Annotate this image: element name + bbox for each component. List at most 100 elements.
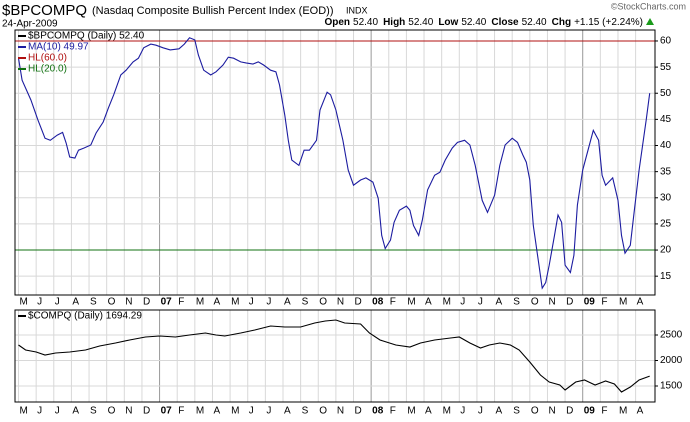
quote: Open 52.40 High 52.40 Low 52.40 Close 52.40 Chg +… bbox=[324, 17, 643, 28]
x-tick-label: J bbox=[55, 406, 60, 417]
x-tick-label: F bbox=[601, 297, 607, 308]
y-tick-label: 50 bbox=[660, 88, 672, 99]
x-tick-label: M bbox=[20, 406, 28, 417]
x-tick-label: F bbox=[390, 297, 396, 308]
x-tick-label: A bbox=[284, 406, 291, 417]
y-tick-label: 1500 bbox=[660, 381, 683, 392]
quote-value: +1.15 (+2.24%) bbox=[574, 17, 643, 28]
legend-label: HL(60.0) bbox=[28, 53, 67, 64]
up-arrow bbox=[646, 18, 654, 25]
x-tick-label: S bbox=[513, 406, 520, 417]
quote-label: Low bbox=[438, 17, 458, 28]
x-tick-label: N bbox=[548, 406, 555, 417]
x-tick-label: A bbox=[213, 406, 220, 417]
y-tick-label: 55 bbox=[660, 62, 672, 73]
x-tick-label: M bbox=[196, 406, 204, 417]
x-tick-label: F bbox=[601, 406, 607, 417]
x-tick-label: N bbox=[125, 297, 132, 308]
x-tick-label: J bbox=[266, 297, 271, 308]
x-tick-label: M bbox=[619, 406, 627, 417]
x-tick-label: A bbox=[496, 297, 503, 308]
x-tick-label: N bbox=[125, 406, 132, 417]
y-tick-label: 60 bbox=[660, 36, 672, 47]
y-tick-label: 25 bbox=[660, 219, 672, 230]
x-tick-label: N bbox=[337, 406, 344, 417]
x-tick-label: D bbox=[355, 297, 362, 308]
x-tick-label: O bbox=[108, 297, 116, 308]
x-tick-label: M bbox=[20, 297, 28, 308]
x-tick-label: D bbox=[566, 297, 573, 308]
panel-frame bbox=[14, 29, 656, 296]
x-tick-label: D bbox=[143, 297, 150, 308]
exchange: INDX bbox=[346, 5, 368, 15]
x-tick-label: F bbox=[178, 297, 184, 308]
x-tick-label: A bbox=[637, 297, 644, 308]
series-line bbox=[18, 319, 650, 393]
legend-label: $BPCOMPQ (Daily) 52.40 bbox=[28, 31, 145, 42]
quote-value: 52.40 bbox=[408, 17, 433, 28]
x-tick-label: A bbox=[213, 297, 220, 308]
quote-label: Chg bbox=[552, 17, 571, 28]
x-tick-label: J bbox=[249, 406, 254, 417]
x-tick-label: M bbox=[231, 406, 239, 417]
x-tick-label: M bbox=[443, 406, 451, 417]
x-tick-label: A bbox=[637, 406, 644, 417]
x-tick-label: 07 bbox=[161, 297, 173, 308]
x-tick-label: S bbox=[90, 297, 97, 308]
symbol: $BPCOMPQ bbox=[2, 2, 87, 19]
x-tick-label: F bbox=[178, 406, 184, 417]
x-tick-label: A bbox=[72, 406, 79, 417]
x-tick-label: 08 bbox=[372, 297, 384, 308]
x-tick-label: S bbox=[90, 406, 97, 417]
x-tick-label: A bbox=[425, 297, 432, 308]
x-tick-label: J bbox=[478, 406, 483, 417]
series-line bbox=[17, 37, 651, 290]
copyright: ©StockCharts.com bbox=[611, 1, 686, 11]
x-tick-label: M bbox=[407, 406, 415, 417]
legend-label: HL(20.0) bbox=[28, 64, 67, 75]
quote-label: High bbox=[383, 17, 405, 28]
legend-label: $COMPQ (Daily) 1694.29 bbox=[28, 311, 142, 322]
x-tick-label: M bbox=[196, 297, 204, 308]
x-tick-label: A bbox=[496, 406, 503, 417]
y-tick-label: 30 bbox=[660, 192, 672, 203]
x-tick-label: O bbox=[108, 406, 116, 417]
x-tick-label: N bbox=[548, 297, 555, 308]
x-tick-label: J bbox=[460, 406, 465, 417]
x-tick-label: S bbox=[302, 406, 309, 417]
y-tick-label: 45 bbox=[660, 114, 672, 125]
y-tick-label: 20 bbox=[660, 245, 672, 256]
legend-label: MA(10) 49.97 bbox=[28, 42, 89, 53]
x-tick-label: 09 bbox=[584, 297, 596, 308]
x-tick-label: M bbox=[619, 297, 627, 308]
y-tick-label: 40 bbox=[660, 140, 672, 151]
x-tick-label: F bbox=[390, 406, 396, 417]
x-tick-label: J bbox=[249, 297, 254, 308]
x-tick-label: A bbox=[425, 406, 432, 417]
y-tick-label: 2500 bbox=[660, 330, 683, 341]
x-tick-label: M bbox=[443, 297, 451, 308]
x-tick-label: M bbox=[231, 297, 239, 308]
panel-frame bbox=[14, 309, 656, 403]
x-tick-label: 08 bbox=[372, 406, 384, 417]
x-tick-label: A bbox=[72, 297, 79, 308]
x-tick-label: J bbox=[55, 297, 60, 308]
x-tick-label: N bbox=[337, 297, 344, 308]
date: 24-Apr-2009 bbox=[2, 19, 58, 30]
y-tick-label: 15 bbox=[660, 271, 672, 282]
x-tick-label: J bbox=[460, 297, 465, 308]
x-tick-label: M bbox=[407, 297, 415, 308]
x-tick-label: J bbox=[37, 297, 42, 308]
x-tick-label: O bbox=[319, 297, 327, 308]
x-tick-label: S bbox=[302, 297, 309, 308]
x-tick-label: D bbox=[143, 406, 150, 417]
x-tick-label: D bbox=[355, 406, 362, 417]
y-tick-label: 35 bbox=[660, 166, 672, 177]
quote-value: 52.40 bbox=[353, 17, 378, 28]
quote-label: Open bbox=[324, 17, 350, 28]
quote-label: Close bbox=[491, 17, 519, 28]
quote-value: 52.40 bbox=[461, 17, 486, 28]
x-tick-label: O bbox=[531, 406, 539, 417]
x-tick-label: S bbox=[513, 297, 520, 308]
